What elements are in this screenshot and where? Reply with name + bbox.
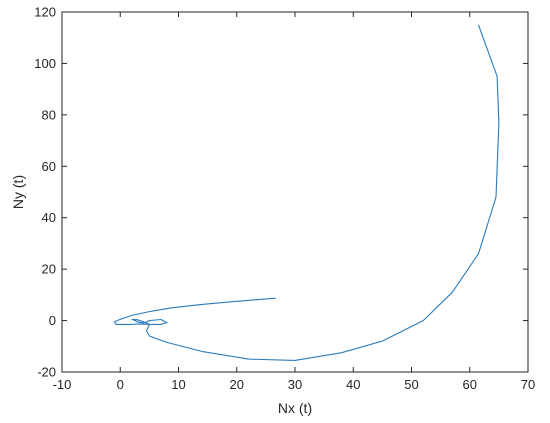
y-tick-label: 20: [42, 262, 56, 277]
y-tick-label: -20: [37, 365, 56, 380]
y-tick-label: 60: [42, 159, 56, 174]
y-tick-label: 120: [34, 5, 56, 20]
x-tick-label: 40: [346, 377, 360, 392]
y-axis-label: Ny (t): [10, 175, 26, 209]
y-tick-label: 100: [34, 56, 56, 71]
y-tick-label: 80: [42, 107, 56, 122]
series-line-1: [113, 24, 500, 361]
y-tick-label: 0: [49, 313, 56, 328]
x-tick-label: -10: [53, 377, 72, 392]
x-tick-label: 30: [288, 377, 302, 392]
x-tick-label: 50: [404, 377, 418, 392]
series-layer: [113, 24, 500, 361]
x-tick-label: 10: [171, 377, 185, 392]
x-tick-label: 0: [117, 377, 124, 392]
x-tick-label: 20: [230, 377, 244, 392]
plot-area: [62, 12, 528, 372]
x-tick-label: 70: [521, 377, 535, 392]
y-tick-label: 40: [42, 210, 56, 225]
x-axis-label: Nx (t): [278, 400, 312, 416]
ticks-layer: -10 0 10 20 30 40 50 60 70 -20 0 20 40 60 80 100 120: [34, 5, 535, 393]
x-tick-label: 60: [463, 377, 477, 392]
